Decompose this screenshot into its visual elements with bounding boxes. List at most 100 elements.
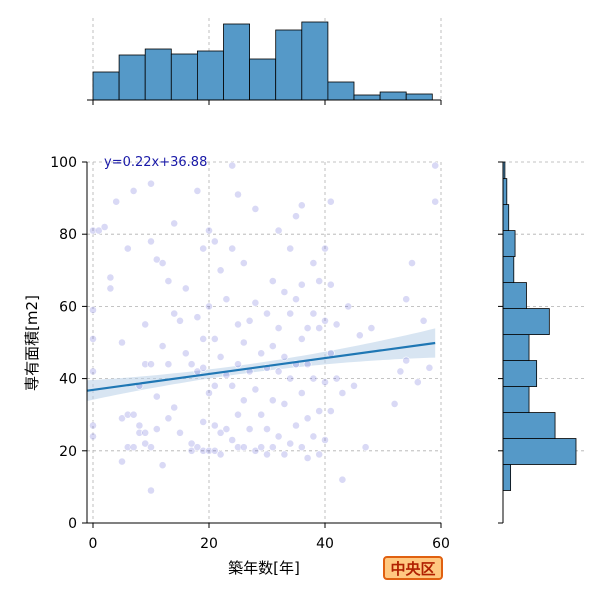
regression-line-group (87, 341, 436, 392)
scatter-point (309, 309, 318, 318)
scatter-point (147, 237, 155, 246)
scatter-point (123, 244, 132, 253)
histogram-y-bar (502, 386, 530, 413)
scatter-point (274, 432, 283, 441)
scatter-point (129, 410, 138, 419)
scatter-point (309, 374, 318, 383)
scatter-point (234, 443, 242, 452)
scatter-point (152, 392, 161, 401)
scatter-point (152, 425, 161, 433)
histogram-y-bar (502, 464, 512, 491)
scatter-point (361, 443, 370, 452)
scatter-point (280, 399, 289, 408)
scatter-point (396, 367, 405, 376)
histogram-x-bar (275, 29, 303, 101)
histogram-y-bar (502, 282, 527, 309)
scatter-point (268, 277, 277, 285)
scatter-point (303, 454, 312, 462)
scatter-point (222, 295, 231, 304)
y-tick-label: 60 (59, 299, 77, 315)
scatter-point (158, 259, 167, 267)
scatter-point (251, 446, 260, 455)
histogram-x-bar (301, 21, 329, 101)
scatter-point (280, 450, 289, 459)
scatter-point (257, 349, 266, 358)
scatter-point (187, 360, 196, 369)
scatter-point (251, 204, 260, 213)
scatter-point (245, 316, 254, 325)
scatter-point (228, 161, 237, 170)
scatter-point (239, 396, 248, 405)
histogram-y-bar (502, 204, 510, 231)
scatter-point (141, 320, 150, 329)
scatter-point (239, 338, 248, 347)
histogram-x-bar (379, 91, 407, 101)
x-tick-label: 20 (200, 536, 218, 552)
y-tick-label: 40 (59, 372, 77, 388)
scatter-point (205, 302, 213, 311)
scatter-point (245, 425, 254, 433)
scatter-point (413, 378, 422, 387)
scatter-point (321, 378, 329, 387)
scatter-point (118, 338, 126, 347)
scatter-point (338, 389, 347, 397)
scatter-point (210, 446, 219, 455)
scatter-point (408, 259, 416, 267)
scatter-point (89, 306, 97, 314)
scatter-point (257, 410, 266, 419)
scatter-point (326, 280, 335, 289)
y-tick-label: 100 (50, 155, 77, 171)
histogram-x-bar (196, 50, 224, 101)
scatter-point (292, 295, 300, 304)
scatter-point (321, 316, 329, 325)
scatter-point (89, 226, 97, 235)
x-tick-label: 40 (316, 536, 334, 552)
scatter-point (216, 352, 225, 361)
y-tick-label: 20 (59, 444, 77, 460)
scatter-point (321, 244, 329, 253)
histogram-x-bar (249, 58, 277, 101)
scatter-point (158, 461, 167, 470)
scatter-point (286, 309, 295, 318)
histogram-y-bar (502, 360, 538, 387)
scatter-point (164, 414, 173, 423)
scatter-point (344, 302, 353, 311)
scatter-point (216, 266, 225, 275)
scatter-point (106, 273, 115, 282)
scatter-point (123, 443, 132, 452)
scatter-point (141, 428, 150, 437)
scatter-point (257, 443, 266, 452)
histogram-x-bar (92, 71, 120, 101)
scatter-point (147, 360, 155, 369)
confidence-band-area (87, 328, 436, 401)
y-axis-label: 専有面積[m2] (23, 295, 41, 391)
scatter-point (228, 381, 237, 390)
scatter-point (89, 334, 97, 343)
scatter-point (199, 244, 208, 253)
scatter-point (315, 450, 324, 459)
scatter-point (164, 360, 173, 369)
scatter-point (199, 446, 208, 455)
scatter-point (205, 226, 213, 235)
scatter-point (268, 396, 277, 405)
regression-line (87, 341, 436, 392)
confidence-band (87, 328, 436, 401)
scatter-point (297, 280, 306, 289)
equation-annotation: y=0.22x+36.88 (104, 155, 207, 170)
scatter-point (263, 425, 271, 433)
scatter-point (147, 486, 155, 495)
histogram-y-bar (502, 230, 516, 257)
ward-badge: 中央区 (383, 556, 443, 580)
scatter-point (152, 255, 161, 264)
scatter-point (402, 295, 411, 304)
x-axis-label: 築年数[年] (228, 559, 300, 577)
scatter-point (193, 186, 202, 195)
scatter-point (234, 190, 242, 199)
histogram-x-bar (353, 94, 381, 101)
scatter-point (170, 219, 179, 228)
scatter-point (425, 363, 434, 372)
y-tick-label: 0 (68, 516, 77, 532)
histogram-y-bar (502, 308, 550, 335)
scatter-point (280, 352, 289, 361)
scatter-point (309, 259, 318, 267)
